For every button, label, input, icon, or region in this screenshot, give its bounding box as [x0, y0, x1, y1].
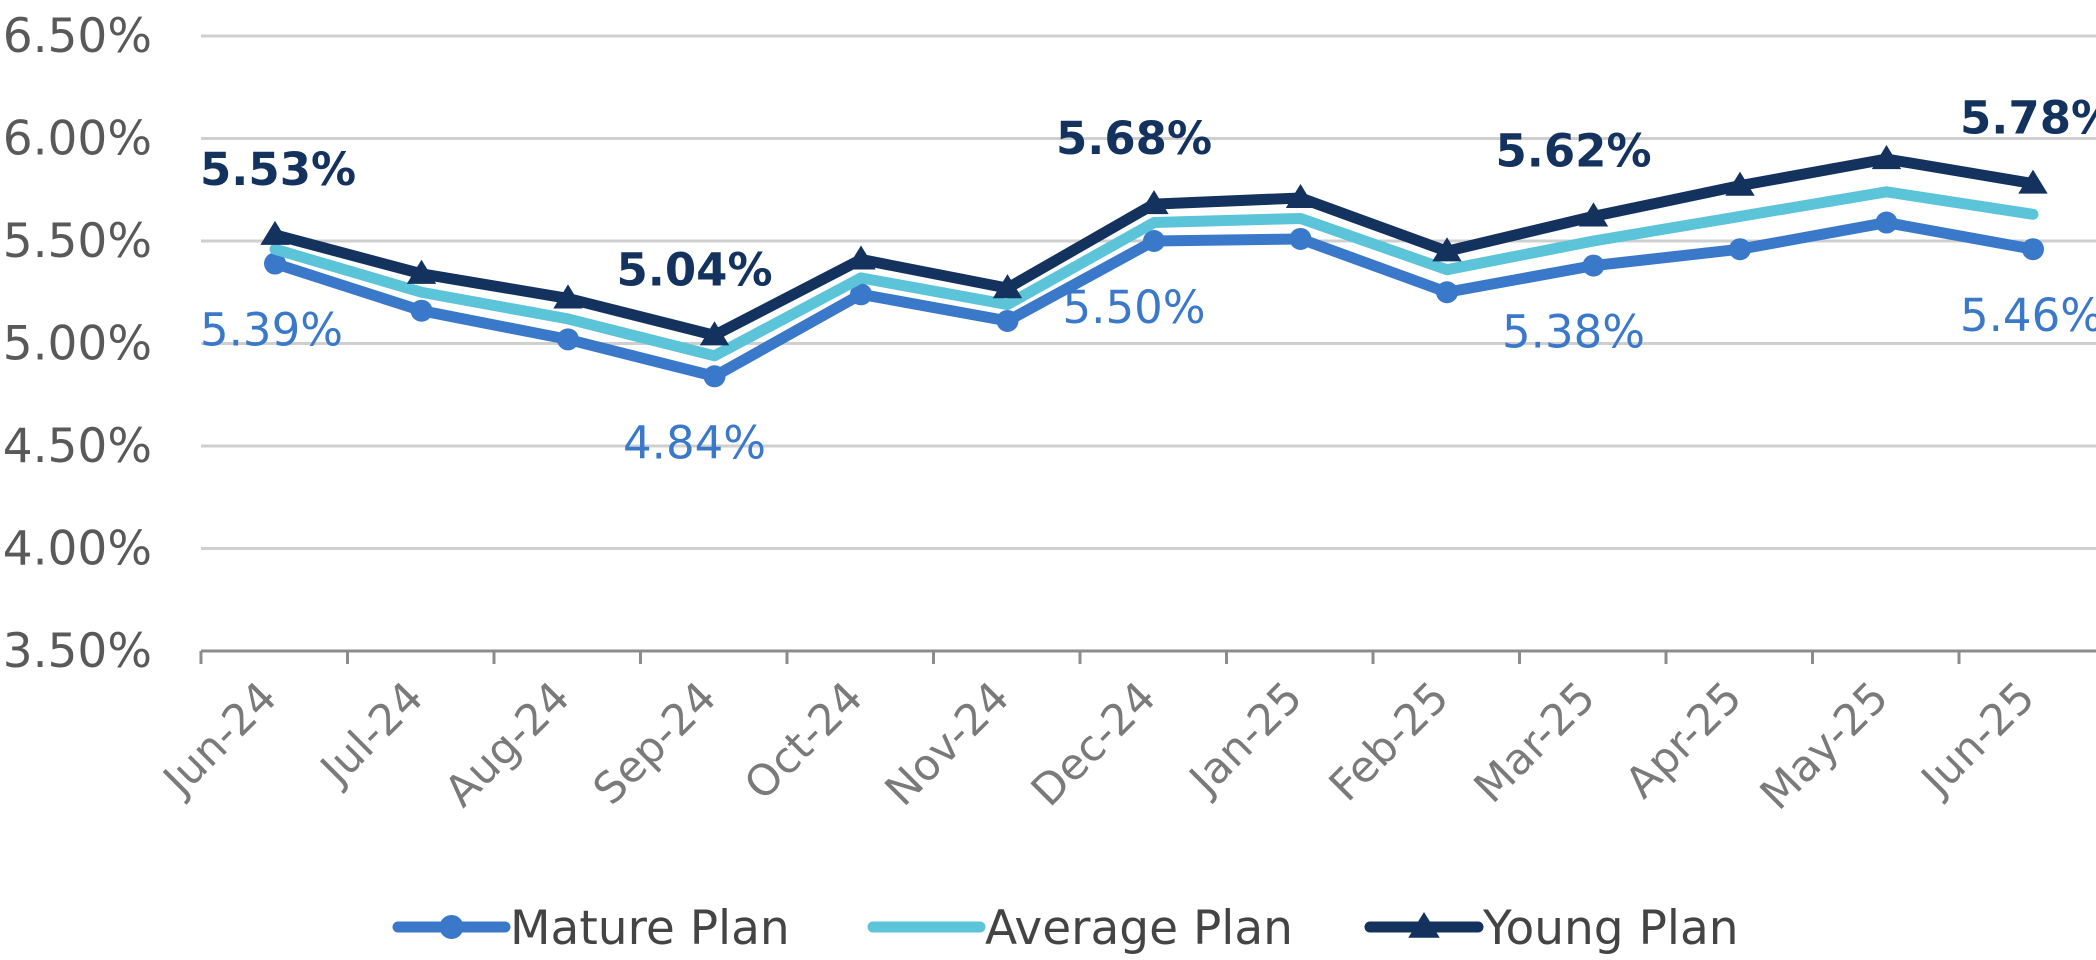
legend-label: Young Plan [1482, 901, 1739, 956]
legend-marker-circle [439, 915, 464, 939]
legend: Mature Plan Average Plan Young Plan [392, 901, 1739, 956]
data-point-triangle [2018, 169, 2048, 194]
data-point-circle [850, 283, 872, 306]
x-tick-label: Jan-25 [1178, 672, 1312, 806]
legend-label: Average Plan [985, 901, 1293, 956]
data-point-circle [1436, 281, 1458, 304]
data-label: 5.78% [1960, 92, 2096, 145]
series-group [260, 145, 2048, 388]
x-tick-label: Nov-24 [876, 672, 1020, 816]
x-tick-label: Feb-25 [1320, 672, 1459, 811]
data-point-circle [996, 309, 1019, 332]
data-point-triangle [992, 274, 1023, 299]
y-tick-label: 5.50% [3, 214, 152, 269]
y-tick-label: 5.00% [3, 317, 152, 372]
data-point-triangle [1725, 171, 1755, 196]
y-tick-label: 4.00% [3, 522, 152, 577]
x-tick-label: Aug-24 [435, 672, 579, 816]
legend-marker-triangle [1408, 912, 1440, 938]
data-point-circle [264, 252, 286, 275]
data-point-triangle [1578, 202, 1609, 227]
legend-label: Mature Plan [510, 901, 790, 956]
data-point-circle [557, 328, 579, 351]
data-label: 5.62% [1495, 124, 1651, 177]
y-tick-label: 6.00% [3, 112, 152, 167]
x-tick-label: Apr-25 [1616, 672, 1752, 808]
data-label: 5.38% [1502, 306, 1645, 359]
y-tick-label: 3.50% [3, 624, 152, 679]
x-tick-label: Oct-24 [735, 672, 873, 810]
x-tick-label: Mar-25 [1465, 672, 1605, 812]
data-label: 5.39% [200, 304, 343, 357]
data-label: 5.46% [1960, 289, 2096, 342]
data-point-triangle [1139, 190, 1169, 215]
y-tick-label: 4.50% [3, 419, 152, 474]
data-point-circle [703, 365, 726, 388]
data-label: 5.53% [200, 143, 356, 196]
data-point-triangle [1285, 183, 1316, 209]
data-label: 5.04% [616, 243, 772, 296]
data-point-circle [1289, 227, 1312, 250]
data-point-triangle [406, 259, 437, 284]
data-point-triangle [699, 321, 730, 346]
data-labels: 5.39% 4.84% 5.50% 5.38% 5.46% 5.53% 5.04% 5.68%… [200, 92, 2096, 470]
data-point-triangle [1432, 237, 1462, 262]
x-tick-label: Sep-24 [584, 672, 726, 814]
x-axis: Jun-24 Jul-24 Aug-24 Sep-24 Oct-24 Nov-24 Dec-… [152, 649, 2096, 820]
data-point-triangle [260, 220, 290, 245]
data-point-triangle [553, 284, 583, 309]
data-point-triangle [846, 245, 876, 270]
data-label: 4.84% [623, 416, 766, 469]
data-point-circle [410, 299, 433, 322]
series-line-1 [269, 186, 2039, 362]
data-point-circle [2022, 238, 2044, 261]
y-axis: 3.50% 4.00% 4.50% 5.00% 5.50% 6.00% 6.50% [3, 9, 152, 679]
data-point-circle [1582, 254, 1605, 277]
data-label: 5.50% [1063, 281, 1206, 334]
data-point-circle [1143, 230, 1165, 252]
y-tick-label: 6.50% [3, 9, 152, 64]
data-label: 5.68% [1056, 112, 1212, 165]
data-point-circle [1875, 211, 1898, 234]
x-tick-label: May-25 [1751, 672, 1898, 819]
x-tick-label: Jun-24 [152, 672, 287, 807]
x-tick-label: Dec-24 [1022, 672, 1166, 816]
data-point-triangle [1871, 145, 1902, 170]
x-tick-label: Jul-24 [309, 672, 433, 796]
grid-lines [201, 34, 2096, 550]
data-point-circle [1729, 238, 1751, 261]
x-tick-label: Jun-25 [1910, 672, 2045, 807]
